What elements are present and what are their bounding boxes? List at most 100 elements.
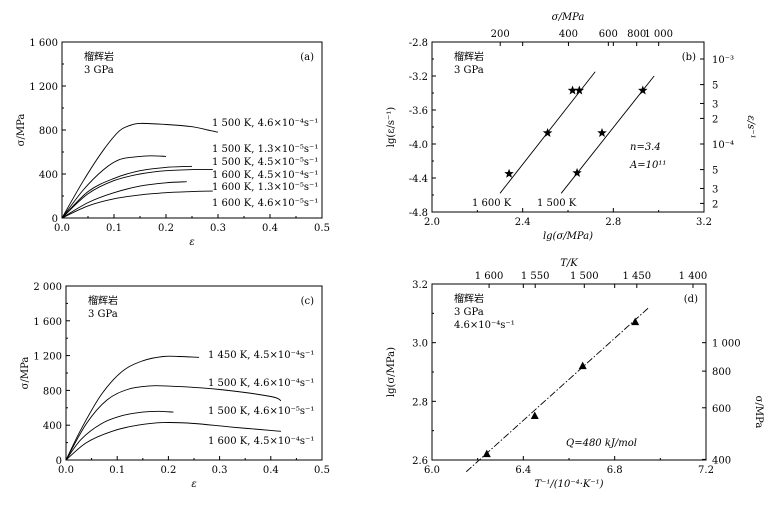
x-axis-label: lg(σ/MPa) xyxy=(543,231,593,242)
data-point-star xyxy=(572,167,582,177)
series-label-1: 1 450 K, 4.5×10⁻⁴s⁻¹ xyxy=(208,350,314,361)
data-point-star xyxy=(504,168,514,178)
top-tick-label: 1 500 xyxy=(570,271,599,282)
data-point-triangle xyxy=(631,317,640,326)
y-tick-label: -3.2 xyxy=(409,72,428,83)
data-point-triangle xyxy=(578,361,587,370)
panel-label: (c) xyxy=(301,296,315,307)
series-line-3 xyxy=(65,410,174,461)
x-axis-label: ε xyxy=(189,237,194,248)
series-label-6: 1 600 K, 4.6×10⁻⁵s⁻¹ xyxy=(212,198,318,209)
series-line-6 xyxy=(61,190,213,219)
annotation-pressure: 3 GPa xyxy=(454,307,484,318)
panel-label: (b) xyxy=(682,52,696,63)
series-line-1 xyxy=(65,355,200,461)
top-tick-label: 1 000 xyxy=(644,29,673,40)
x-tick-label: 0.5 xyxy=(314,465,330,476)
right-axis-label: ε/s⁻¹ xyxy=(745,115,756,138)
y-tick-label: 800 xyxy=(39,126,58,137)
x-tick-label: 0.4 xyxy=(263,465,279,476)
top-tick-label: 200 xyxy=(491,29,510,40)
annotation-Q: Q=480 kJ/mol xyxy=(566,438,637,449)
right-tick-label: 3 xyxy=(712,184,718,195)
series-line-4 xyxy=(65,422,282,461)
right-tick-label: 2 xyxy=(712,199,718,210)
top-axis-label: T/K xyxy=(560,258,578,269)
annotation-rock: 榴辉岩 xyxy=(84,50,114,63)
series-line-5 xyxy=(61,181,187,219)
annotation-rock: 榴辉岩 xyxy=(88,294,118,307)
y-tick-label: 0 xyxy=(56,456,62,467)
x-tick-label: 0.5 xyxy=(314,223,330,234)
right-tick-label: 5 xyxy=(712,81,718,92)
series-label-4: 1 600 K, 4.5×10⁻⁴s⁻¹ xyxy=(208,436,314,447)
y-axis-label: lg(σ/MPa) xyxy=(386,347,397,397)
data-point-triangle xyxy=(530,411,539,419)
data-point-star xyxy=(542,127,553,137)
x-tick-label: 0.1 xyxy=(109,465,125,476)
series-label-5: 1 600 K, 1.3×10⁻⁵s⁻¹ xyxy=(212,182,318,193)
y-tick-label: 1 600 xyxy=(29,38,58,49)
y-tick-label: 2.6 xyxy=(412,456,428,467)
x-tick-label: 3.2 xyxy=(696,217,712,228)
x-tick-label: 0.2 xyxy=(160,465,176,476)
series-label-1: 1 500 K, 4.6×10⁻⁴s⁻¹ xyxy=(212,118,318,129)
right-tick-label: 800 xyxy=(712,367,731,378)
series-line-3 xyxy=(61,165,193,219)
y-tick-label: 0 xyxy=(52,214,58,225)
right-tick-label: 2 xyxy=(712,114,718,125)
y-tick-label: 3.0 xyxy=(412,339,428,350)
right-tick-label: 5 xyxy=(712,166,718,177)
y-tick-label: 400 xyxy=(39,170,58,181)
right-tick-label: 10⁻³ xyxy=(712,55,734,66)
panel-label: (a) xyxy=(300,52,314,63)
right-tick-label: 600 xyxy=(712,404,731,415)
right-axis-label: σ/MPa xyxy=(753,396,764,429)
x-tick-label: 0.0 xyxy=(54,223,70,234)
annotation-n: n=3.4 xyxy=(630,142,661,153)
annotation-pressure: 3 GPa xyxy=(84,65,114,76)
series-label-2: 1 500 K, 1.3×10⁻⁵s⁻¹ xyxy=(212,144,318,155)
y-tick-label: -4.0 xyxy=(409,140,428,151)
series-label-4: 1 600 K, 4.5×10⁻⁴s⁻¹ xyxy=(212,170,318,181)
series-line-2 xyxy=(65,385,282,461)
y-tick-label: 2.8 xyxy=(412,397,428,408)
y-axis-label: σ/MPa xyxy=(16,114,27,147)
right-tick-label: 3 xyxy=(712,99,718,110)
data-point-star xyxy=(567,85,578,95)
top-tick-label: 1 400 xyxy=(679,271,708,282)
x-tick-label: 2.8 xyxy=(605,217,621,228)
panel-d: 6.0 6.4 6.8 7.2 2.6 2.8 3.0 3.2 T⁻¹/(10⁻⁴·K⁻¹) lg… xyxy=(386,258,764,490)
annotation-pressure: 3 GPa xyxy=(88,309,118,320)
data-point-star xyxy=(638,85,648,95)
panel-a: 0.0 0.1 0.2 0.3 0.4 0.5 0 400 800 1 200 1 600 ε σ/MP… xyxy=(16,38,330,248)
x-tick-label: 2.4 xyxy=(515,217,531,228)
annotation-rock: 榴辉岩 xyxy=(454,50,484,63)
x-tick-label: 0.3 xyxy=(210,223,226,234)
series-line-1 xyxy=(61,122,219,219)
y-tick-label: 400 xyxy=(43,421,62,432)
y-tick-label: 1 200 xyxy=(29,82,58,93)
panel-label: (d) xyxy=(684,294,698,305)
y-tick-label: -3.6 xyxy=(409,106,428,117)
y-axis-label: σ/MPa xyxy=(20,357,31,390)
top-tick-label: 800 xyxy=(627,29,646,40)
top-axis-label: σ/MPa xyxy=(552,12,585,23)
x-tick-label: 6.4 xyxy=(515,465,531,476)
top-tick-label: 600 xyxy=(599,29,618,40)
fit-line xyxy=(465,307,650,473)
x-tick-label: 6.0 xyxy=(424,465,440,476)
panel-b: 2.0 2.4 2.8 3.2 -4.8 -4.4 -4.0 -3.6 -3.2 -2.8 lg(σ… xyxy=(386,12,756,242)
x-tick-label: 0.1 xyxy=(106,223,122,234)
y-tick-label: -2.8 xyxy=(409,38,428,49)
series-label-1500K: 1 500 K xyxy=(537,198,577,209)
y-tick-label: 3.2 xyxy=(412,280,428,291)
x-tick-label: 7.2 xyxy=(698,465,714,476)
y-tick-label: 800 xyxy=(43,386,62,397)
annotation-pressure: 3 GPa xyxy=(454,65,484,76)
x-tick-label: 0.3 xyxy=(212,465,228,476)
top-tick-label: 1 600 xyxy=(475,271,504,282)
right-tick-label: 400 xyxy=(712,455,731,466)
annotation-rock: 榴辉岩 xyxy=(454,292,484,305)
